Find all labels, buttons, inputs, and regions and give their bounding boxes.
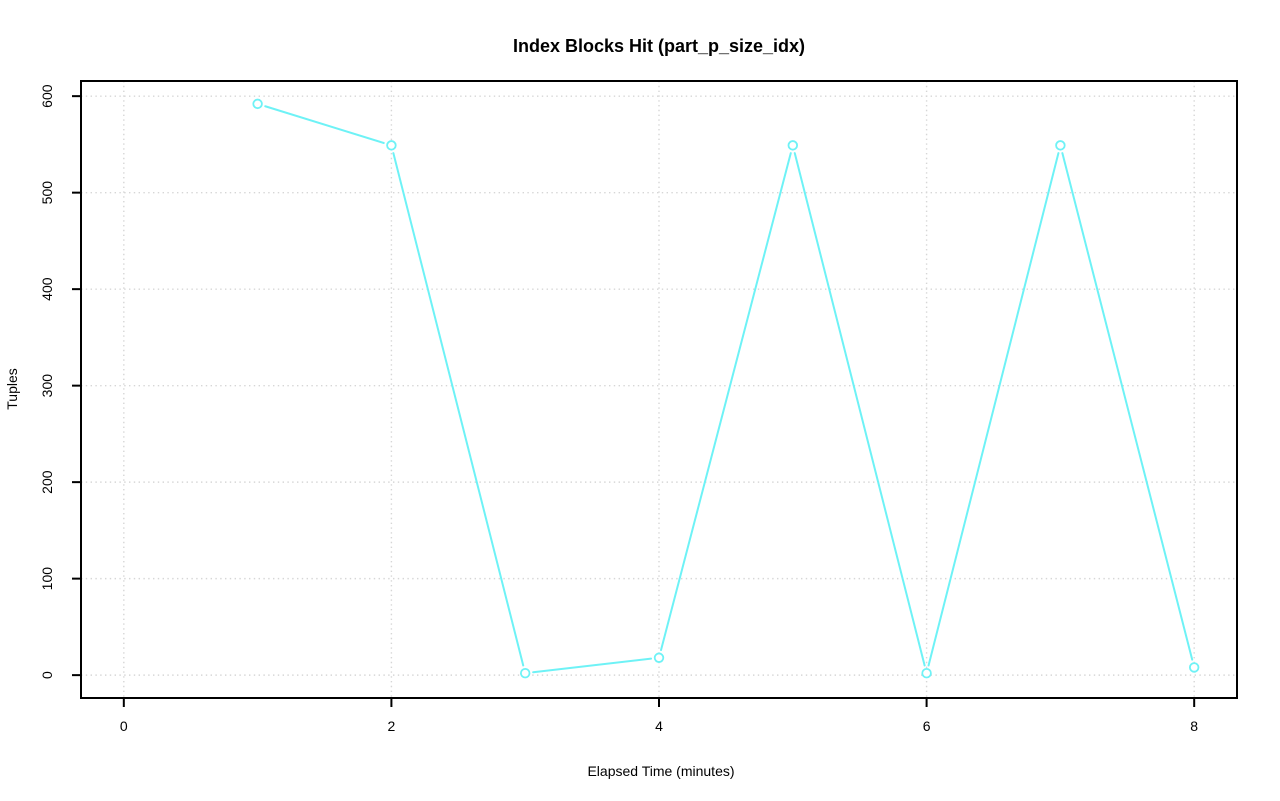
grid (81, 81, 1237, 698)
series-line-segment (392, 152, 525, 667)
chart-title: Index Blocks Hit (part_p_size_idx) (513, 36, 805, 56)
data-point (653, 652, 665, 663)
axis-tick-labels: 0 2 4 6 8 0 100 200 300 400 500 600 (39, 84, 1198, 734)
x-tick-label: 0 (120, 718, 128, 734)
y-tick-label: 0 (39, 671, 55, 679)
data-point (921, 668, 932, 679)
series-line-segment (793, 152, 926, 667)
y-tick-label: 100 (39, 567, 55, 591)
y-tick-label: 300 (39, 374, 55, 398)
series-line-segment (660, 152, 792, 652)
data-series (252, 98, 1200, 679)
data-point (1055, 140, 1066, 151)
x-axis-label: Elapsed Time (minutes) (587, 763, 734, 779)
y-axis-label: Tuples (4, 368, 20, 410)
y-tick-label: 600 (39, 84, 55, 108)
data-point (787, 140, 798, 151)
data-point (520, 668, 531, 679)
data-point (1188, 662, 1200, 673)
data-point (386, 140, 397, 151)
y-tick-label: 200 (39, 470, 55, 494)
x-tick-label: 4 (655, 718, 663, 734)
x-tick-label: 2 (388, 718, 396, 734)
y-tick-label: 500 (39, 181, 55, 205)
x-tick-label: 8 (1190, 718, 1198, 734)
series-line-segment (532, 657, 653, 674)
data-point (252, 98, 263, 110)
axis-ticks (72, 95, 1196, 707)
y-tick-label: 400 (39, 277, 55, 301)
series-line-segment (1061, 152, 1194, 661)
x-tick-label: 6 (923, 718, 931, 734)
series-line-segment (927, 152, 1060, 667)
series-line-segment (264, 105, 385, 144)
